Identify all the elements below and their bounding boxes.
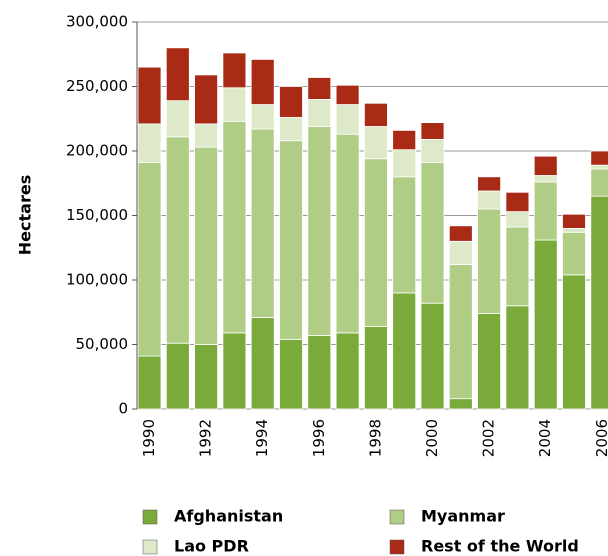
bar-segment <box>194 146 219 345</box>
bar-segment <box>137 355 162 410</box>
x-tick-label: 1998 <box>366 419 384 457</box>
bar-segment <box>307 335 332 410</box>
bar-segment <box>562 213 586 229</box>
bar-segment <box>392 176 417 294</box>
bar-segment <box>335 104 360 135</box>
bar-segment <box>477 208 502 314</box>
x-tick-label: 1994 <box>253 419 271 457</box>
bar-segment <box>165 342 190 410</box>
bar-segment <box>165 136 190 344</box>
bar-segment <box>505 191 530 213</box>
y-tick-label: 100,000 <box>66 271 128 289</box>
legend-swatch <box>389 539 405 555</box>
bar-segment <box>392 149 417 178</box>
bar-segment <box>477 176 502 192</box>
bar-segment <box>505 305 530 410</box>
x-tick-label: 1996 <box>310 419 328 457</box>
bar-segment <box>250 104 275 130</box>
y-tick-label: 250,000 <box>66 77 128 95</box>
bar-segment <box>363 326 388 410</box>
x-tick-label: 1990 <box>140 419 158 457</box>
y-tick-label: 50,000 <box>76 335 129 353</box>
bar-segment <box>165 100 190 138</box>
bar-segment <box>363 126 388 160</box>
legend-swatch <box>142 509 158 525</box>
x-tick-label: 2002 <box>480 419 498 457</box>
bar-segment <box>307 77 332 100</box>
bar-segment <box>505 226 530 307</box>
bar-segment <box>279 117 303 142</box>
bar-segment <box>335 84 360 105</box>
legend-label: Rest of the World <box>421 537 579 556</box>
bar-segment <box>222 87 247 122</box>
bar-segment <box>533 181 558 241</box>
bar-segment <box>448 240 473 265</box>
bar-segment <box>307 126 332 336</box>
bar-segment <box>533 155 558 176</box>
y-tick-label: 200,000 <box>66 142 128 160</box>
bar-segment <box>448 398 473 410</box>
bar-segment <box>194 74 219 125</box>
y-tick-label: 150,000 <box>66 206 128 224</box>
bar-segment <box>250 317 275 410</box>
bar-segment <box>562 274 586 410</box>
bar-segment <box>137 66 162 125</box>
y-axis-label: Hectares <box>16 175 35 255</box>
y-tick-label: 0 <box>118 400 128 418</box>
legend-swatch <box>389 509 405 525</box>
legend-label: Lao PDR <box>174 537 249 556</box>
bar-segment <box>448 264 473 400</box>
bar-segment <box>279 338 303 410</box>
bar-segment <box>165 47 190 102</box>
legend-swatch <box>142 539 158 555</box>
bar-segment <box>562 227 586 233</box>
bar-segment <box>222 120 247 334</box>
bar-segment <box>250 128 275 318</box>
x-tick-label: 2004 <box>536 419 554 457</box>
bar-segment <box>250 59 275 105</box>
bar-segment <box>137 162 162 357</box>
x-tick-label: 2006 <box>593 419 608 457</box>
bar-segment <box>392 292 417 410</box>
bar-segment <box>477 190 502 210</box>
bar-segment <box>420 122 445 140</box>
bar-segment <box>335 133 360 334</box>
bar-segment <box>137 123 162 164</box>
bar-segment <box>533 239 558 410</box>
bar-segment <box>307 99 332 127</box>
bar-segment <box>392 129 417 151</box>
bar-segment <box>335 332 360 410</box>
bar-segment <box>505 211 530 228</box>
bar-segment <box>363 158 388 327</box>
bar-segment <box>420 162 445 304</box>
bar-segment <box>279 86 303 118</box>
bar-segment <box>420 138 445 164</box>
bar-segment <box>590 168 608 197</box>
y-tick-label: 300,000 <box>66 13 128 31</box>
bar-segment <box>448 225 473 242</box>
bar-segment <box>590 195 608 410</box>
bar-segment <box>533 175 558 183</box>
bar-segment <box>279 140 303 340</box>
legend-label: Myanmar <box>421 507 505 526</box>
bar-segment <box>590 164 608 170</box>
bar-segment <box>363 102 388 127</box>
bar-segment <box>420 302 445 410</box>
bar-segment <box>562 231 586 276</box>
bar-segment <box>194 344 219 410</box>
bar-segment <box>477 313 502 410</box>
bar-segment <box>222 332 247 410</box>
x-tick-label: 2000 <box>423 419 441 457</box>
bar-segment <box>590 150 608 166</box>
legend-label: Afghanistan <box>174 507 283 526</box>
bar-segment <box>222 52 247 89</box>
bar-segment <box>194 123 219 148</box>
x-tick-label: 1992 <box>197 419 215 457</box>
